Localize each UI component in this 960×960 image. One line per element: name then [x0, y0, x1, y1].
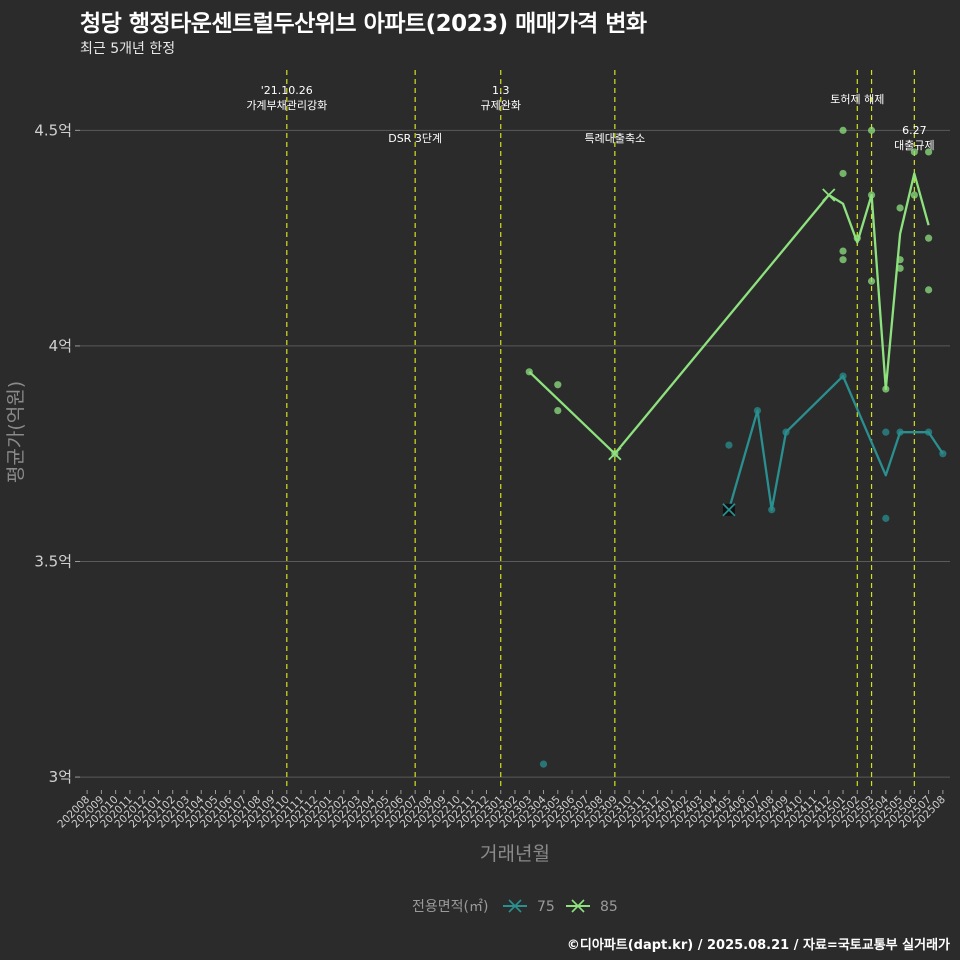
- data-point-85: [839, 126, 847, 134]
- data-point-85: [910, 148, 918, 156]
- data-point-85: [867, 277, 876, 285]
- x-axis-title: 거래년월: [480, 843, 550, 865]
- event-label: '21.10.26: [261, 84, 313, 97]
- y-tick-label: 4억: [49, 337, 72, 355]
- legend-marker-85: [571, 899, 585, 913]
- data-point-85: [910, 191, 918, 199]
- data-point-85: [925, 286, 933, 294]
- series-line-75: [727, 374, 944, 511]
- event-label: 토허제 해제: [830, 92, 884, 106]
- series-marker-75: [722, 503, 736, 517]
- data-point-75: [725, 441, 733, 449]
- data-point-75: [539, 760, 548, 768]
- data-point-85: [896, 204, 904, 212]
- data-point-85: [925, 234, 933, 242]
- data-point-85: [554, 381, 562, 389]
- event-label: 특례대출축소: [584, 132, 645, 145]
- data-point-85: [867, 126, 876, 134]
- event-label: 1.3: [492, 84, 510, 97]
- event-label: 가계부채관리강화: [246, 99, 327, 112]
- y-tick-label: 3억: [49, 768, 72, 786]
- series-line-85: [528, 172, 930, 455]
- legend-label-85: 85: [600, 899, 618, 915]
- y-tick-label: 4.5억: [34, 121, 72, 139]
- source-caption: ©디아파트(dapt.kr) / 2025.08.21 / 자료=국토교통부 실…: [566, 938, 950, 953]
- legend-label-75: 75: [537, 899, 555, 915]
- event-label: 대출규제: [894, 139, 934, 152]
- legend: 전용면적(㎡) 75 85: [412, 899, 618, 915]
- event-label: 규제완화: [480, 99, 520, 112]
- legend-marker-75: [508, 899, 522, 913]
- event-label: DSR 3단계: [388, 132, 442, 145]
- data-point-85: [839, 247, 847, 255]
- event-label: 6.27: [902, 124, 927, 137]
- data-point-85: [925, 148, 933, 156]
- chart-subtitle: 최근 5개년 한정: [80, 41, 176, 57]
- series-marker-85: [608, 447, 622, 461]
- data-point-85: [896, 264, 904, 272]
- data-point-85: [839, 169, 847, 178]
- series-marker-85: [822, 188, 836, 202]
- legend-title: 전용면적(㎡): [412, 899, 488, 915]
- data-point-85: [554, 406, 562, 415]
- data-point-75: [882, 428, 890, 436]
- y-tick-label: 3.5억: [34, 552, 72, 570]
- y-axis-title: 평균가(억원): [5, 381, 27, 483]
- data-point-75: [882, 514, 890, 522]
- chart-title: 청당 행정타운센트럴두산위브 아파트(2023) 매매가격 변화: [80, 11, 647, 37]
- data-point-85: [839, 256, 847, 264]
